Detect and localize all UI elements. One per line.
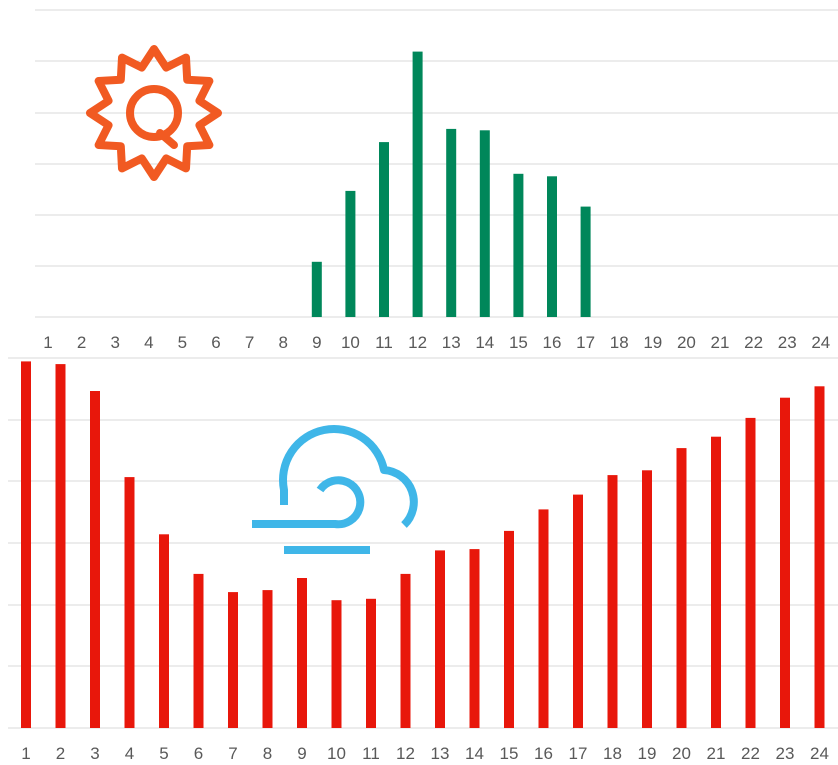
solar-x-tick-label: 19 (643, 333, 662, 352)
solar-x-tick-label: 20 (677, 333, 696, 352)
wind-bar-hour-7 (228, 592, 238, 728)
wind-x-tick-label: 1 (21, 744, 30, 763)
wind-bar-hour-19 (642, 470, 652, 728)
solar-x-tick-label: 18 (610, 333, 629, 352)
solar-x-tick-label: 13 (442, 333, 461, 352)
wind-x-tick-label: 22 (741, 744, 760, 763)
solar-x-tick-label: 22 (744, 333, 763, 352)
solar-x-tick-label: 24 (811, 333, 830, 352)
solar-x-tick-label: 16 (543, 333, 562, 352)
wind-bar-hour-13 (435, 550, 445, 728)
solar-x-tick-label: 15 (509, 333, 528, 352)
wind-x-tick-label: 12 (396, 744, 415, 763)
wind-bar-hour-6 (193, 573, 204, 728)
wind-bar-hour-14 (469, 549, 480, 728)
wind-x-tick-label: 15 (500, 744, 519, 763)
wind-x-tick-label: 16 (534, 744, 553, 763)
wind-x-tick-label: 9 (297, 744, 306, 763)
wind-x-tick-label: 6 (194, 744, 203, 763)
wind-x-tick-label: 17 (569, 744, 588, 763)
wind-bar-hour-16 (538, 509, 549, 728)
wind-bar-hour-3 (90, 391, 100, 728)
wind-bar-hour-8 (262, 590, 273, 728)
wind-bar-hour-24 (814, 386, 825, 728)
solar-bar-hour-10 (345, 190, 356, 317)
wind-bar-hour-22 (745, 417, 756, 728)
solar-x-tick-label: 1 (43, 333, 52, 352)
solar-x-tick-label: 9 (312, 333, 321, 352)
solar-bar-hour-9 (311, 261, 322, 317)
solar-x-tick-label: 17 (576, 333, 595, 352)
solar-x-tick-label: 10 (341, 333, 360, 352)
solar-x-tick-label: 12 (408, 333, 427, 352)
solar-bar-hour-14 (479, 130, 490, 317)
wind-bar-hour-20 (676, 448, 687, 728)
solar-bar-hour-12 (412, 51, 423, 317)
wind-x-tick-label: 7 (228, 744, 237, 763)
solar-x-tick-label: 3 (110, 333, 119, 352)
wind-x-tick-label: 5 (159, 744, 168, 763)
wind-x-tick-label: 19 (638, 744, 657, 763)
solar-bar-hour-17 (580, 206, 591, 317)
wind-bar-hour-11 (366, 598, 376, 728)
wind-cloud-icon (252, 425, 418, 554)
solar-bar-hour-16 (547, 176, 557, 317)
wind-bar-hour-18 (607, 475, 618, 728)
wind-x-tick-label: 21 (707, 744, 726, 763)
wind-x-tick-label: 24 (810, 744, 829, 763)
wind-x-tick-label: 13 (431, 744, 450, 763)
wind-bar-hour-10 (331, 600, 342, 728)
wind-x-tick-label: 8 (263, 744, 272, 763)
wind-x-tick-label: 11 (362, 744, 380, 763)
wind-x-tick-label: 18 (603, 744, 622, 763)
wind-bar-hour-21 (711, 436, 721, 728)
wind-bar-hour-1 (21, 361, 31, 728)
solar-x-tick-label: 8 (278, 333, 287, 352)
solar-x-tick-label: 14 (475, 333, 494, 352)
wind-x-tick-label: 2 (56, 744, 65, 763)
wind-bar-hour-9 (297, 578, 307, 728)
wind-bar-hour-23 (780, 397, 790, 728)
sun-icon (86, 45, 222, 181)
solar-x-tick-label: 4 (144, 333, 153, 352)
solar-bar-hour-13 (446, 128, 457, 317)
solar-x-tick-label: 7 (245, 333, 254, 352)
solar-bar-hour-11 (379, 142, 389, 317)
wind-chart: 1 2 3 4 5 6 7 8 9 10 11 12 13 14 15 16 17 18 19 20 21 22 23 24 (8, 357, 838, 763)
wind-bar-hour-4 (124, 477, 135, 728)
wind-x-tick-label: 23 (776, 744, 795, 763)
wind-x-tick-label: 4 (125, 744, 134, 763)
wind-x-tick-label: 3 (90, 744, 99, 763)
solar-bar-hour-15 (513, 173, 524, 317)
solar-x-tick-label: 23 (778, 333, 797, 352)
solar-x-tick-label: 5 (178, 333, 187, 352)
wind-bar-hour-2 (55, 364, 66, 728)
solar-x-tick-label: 2 (77, 333, 86, 352)
wind-bar-hour-17 (573, 494, 583, 728)
solar-chart: 1 2 3 4 5 6 7 8 9 10 11 12 13 14 15 16 17 18 19 20 21 22 23 24 (35, 9, 838, 352)
wind-x-tick-label: 10 (327, 744, 346, 763)
wind-x-tick-label: 14 (465, 744, 484, 763)
wind-bar-hour-12 (400, 573, 411, 728)
solar-x-tick-label: 6 (211, 333, 220, 352)
wind-x-tick-label: 20 (672, 744, 691, 763)
solar-x-tick-label: 11 (375, 333, 393, 352)
wind-bar-hour-15 (504, 530, 514, 728)
wind-bar-hour-5 (159, 534, 169, 728)
solar-x-tick-label: 21 (711, 333, 730, 352)
